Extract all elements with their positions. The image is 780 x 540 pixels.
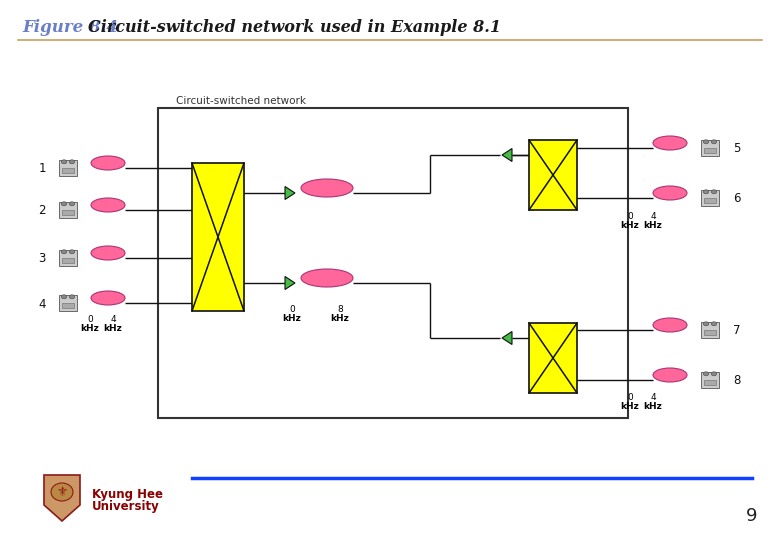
Ellipse shape xyxy=(69,295,75,299)
Ellipse shape xyxy=(704,372,709,376)
Bar xyxy=(701,191,719,206)
Polygon shape xyxy=(502,332,512,345)
Text: 7: 7 xyxy=(733,325,740,338)
Text: University: University xyxy=(92,500,160,513)
Ellipse shape xyxy=(653,136,687,150)
Text: 9: 9 xyxy=(746,507,757,525)
Bar xyxy=(701,373,719,388)
Ellipse shape xyxy=(711,190,717,194)
Ellipse shape xyxy=(653,368,687,382)
Text: Circuit-switched network: Circuit-switched network xyxy=(176,96,306,106)
Text: 2: 2 xyxy=(38,205,46,218)
Text: 0: 0 xyxy=(87,315,93,324)
Bar xyxy=(158,108,628,418)
Text: 5: 5 xyxy=(733,143,740,156)
Bar xyxy=(192,163,244,311)
Polygon shape xyxy=(285,186,295,199)
Text: 0: 0 xyxy=(627,393,633,402)
Text: 0: 0 xyxy=(289,305,295,314)
Bar xyxy=(701,140,719,156)
Text: 8: 8 xyxy=(337,305,343,314)
Ellipse shape xyxy=(69,250,75,254)
Bar xyxy=(62,210,74,215)
Text: kHz: kHz xyxy=(644,221,662,230)
Bar xyxy=(62,258,74,263)
Text: Kyung Hee: Kyung Hee xyxy=(92,488,163,501)
Text: 8: 8 xyxy=(733,375,740,388)
Polygon shape xyxy=(285,276,295,289)
Ellipse shape xyxy=(91,198,125,212)
Text: kHz: kHz xyxy=(621,221,640,230)
Ellipse shape xyxy=(91,156,125,170)
Ellipse shape xyxy=(62,160,67,164)
Text: 3: 3 xyxy=(38,253,46,266)
Text: kHz: kHz xyxy=(80,324,99,333)
Bar xyxy=(62,168,74,173)
Bar xyxy=(704,198,716,203)
Bar xyxy=(529,323,577,393)
Bar xyxy=(529,140,577,210)
Ellipse shape xyxy=(653,186,687,200)
Ellipse shape xyxy=(91,246,125,260)
Bar xyxy=(59,160,77,176)
Bar xyxy=(701,322,719,338)
Bar xyxy=(704,330,716,335)
Text: 4: 4 xyxy=(110,315,115,324)
Polygon shape xyxy=(44,475,80,521)
Ellipse shape xyxy=(301,179,353,197)
Ellipse shape xyxy=(704,322,709,326)
Ellipse shape xyxy=(711,322,717,326)
Text: kHz: kHz xyxy=(331,314,349,323)
Text: 6: 6 xyxy=(733,192,740,206)
Text: Figure 8.4: Figure 8.4 xyxy=(22,19,118,37)
Bar xyxy=(59,295,77,310)
Ellipse shape xyxy=(704,140,709,144)
Ellipse shape xyxy=(301,269,353,287)
Ellipse shape xyxy=(69,202,75,206)
Text: 1: 1 xyxy=(38,163,46,176)
Ellipse shape xyxy=(91,291,125,305)
Text: kHz: kHz xyxy=(621,402,640,411)
Text: 4: 4 xyxy=(651,212,656,221)
Ellipse shape xyxy=(653,318,687,332)
Ellipse shape xyxy=(711,372,717,376)
Text: 0: 0 xyxy=(627,212,633,221)
Bar xyxy=(59,202,77,218)
Ellipse shape xyxy=(62,295,67,299)
Text: kHz: kHz xyxy=(104,324,122,333)
Text: Circuit-switched network used in Example 8.1: Circuit-switched network used in Example… xyxy=(88,19,501,37)
Bar xyxy=(59,251,77,266)
Text: kHz: kHz xyxy=(282,314,301,323)
Text: 4: 4 xyxy=(38,298,46,310)
Ellipse shape xyxy=(704,190,709,194)
Text: 4: 4 xyxy=(651,393,656,402)
Text: kHz: kHz xyxy=(644,402,662,411)
Bar xyxy=(62,303,74,308)
Bar xyxy=(704,380,716,385)
Ellipse shape xyxy=(711,140,717,144)
Ellipse shape xyxy=(62,202,67,206)
Ellipse shape xyxy=(62,250,67,254)
Polygon shape xyxy=(502,148,512,161)
Ellipse shape xyxy=(51,483,73,501)
Bar xyxy=(704,148,716,153)
Ellipse shape xyxy=(69,160,75,164)
Text: ⚜: ⚜ xyxy=(56,487,68,500)
